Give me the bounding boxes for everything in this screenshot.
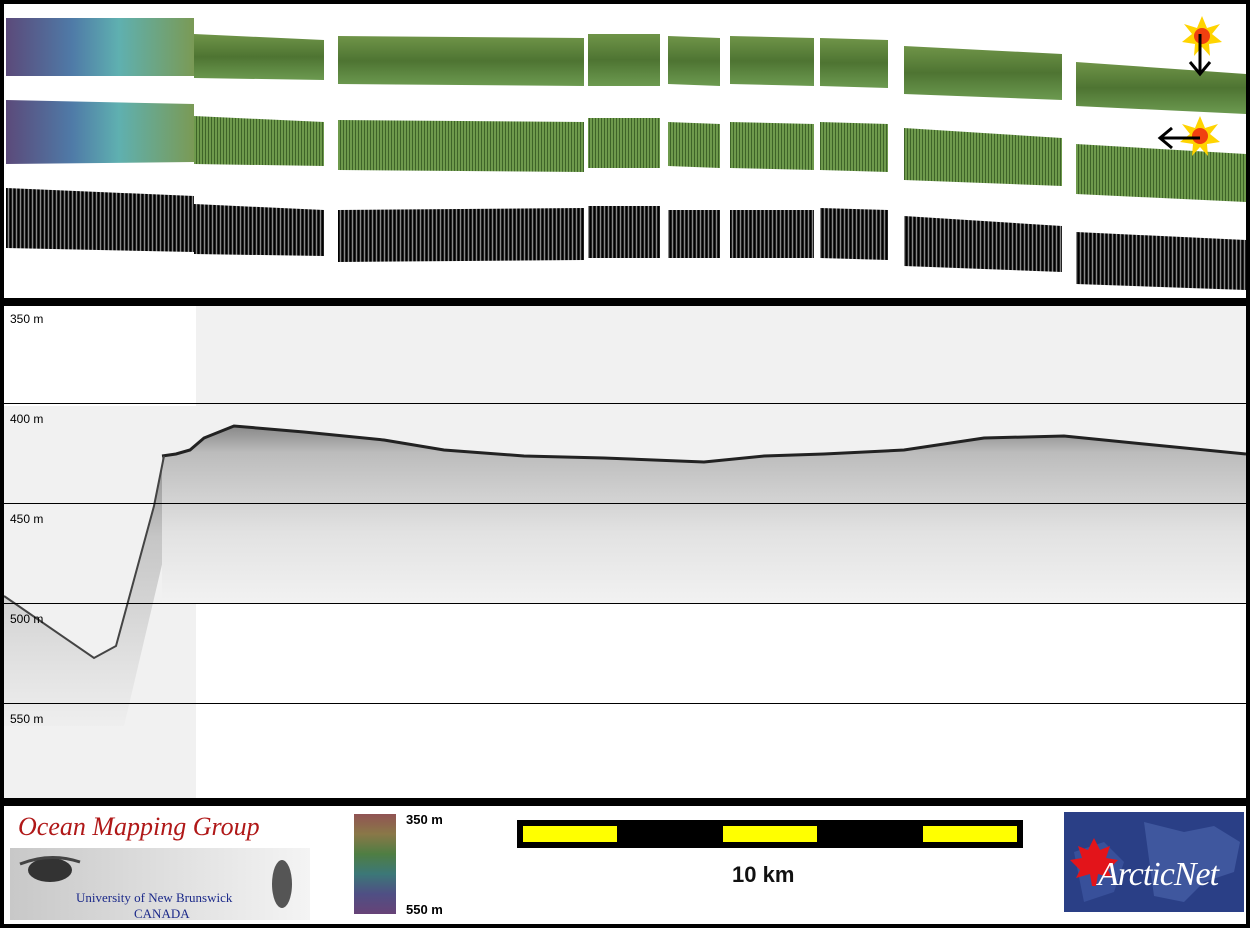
omg-logo-graphic	[10, 848, 310, 920]
depth-label-550: 550 m	[10, 712, 44, 726]
footer-panel: Ocean Mapping Group University of New Br…	[4, 806, 1246, 924]
depth-label-450: 450 m	[10, 512, 44, 526]
arrow-down-icon	[1188, 34, 1212, 77]
arcticnet-logo	[1064, 812, 1244, 912]
colorbar-top-label: 350 m	[406, 812, 443, 827]
swath-strips	[6, 16, 1246, 290]
scale-bar	[517, 820, 1023, 848]
depth-label-500: 500 m	[10, 612, 44, 626]
maple-leaf-icon	[1070, 838, 1118, 886]
bathymetry-row-2	[6, 100, 1246, 202]
omg-logo-title: Ocean Mapping Group	[18, 812, 260, 841]
omg-logo-university: University of New Brunswick	[76, 890, 233, 905]
sun-icon	[1182, 16, 1222, 56]
subbottom-profile	[4, 306, 1246, 798]
bathymetry-row-1	[6, 18, 1246, 114]
swath-strips-panel	[4, 4, 1246, 298]
depth-gridlines	[4, 403, 1246, 704]
backscatter-row	[6, 188, 1246, 290]
depth-label-350: 350 m	[10, 312, 44, 326]
arrow-left-icon	[1157, 126, 1200, 150]
subbottom-profile-panel: 350 m 400 m 450 m 500 m 550 m	[4, 306, 1246, 798]
arcticnet-logo-text: ArcticNet	[1098, 856, 1219, 893]
arcticnet-map-graphic	[1070, 822, 1240, 902]
depth-label-400: 400 m	[10, 412, 44, 426]
omg-logo-country: CANADA	[134, 906, 190, 921]
sun-icon	[1180, 116, 1220, 156]
omg-logo: Ocean Mapping Group University of New Br…	[10, 812, 310, 921]
depth-colorbar	[354, 814, 396, 914]
colorbar-bottom-label: 550 m	[406, 902, 443, 917]
scale-bar-label: 10 km	[732, 862, 795, 887]
